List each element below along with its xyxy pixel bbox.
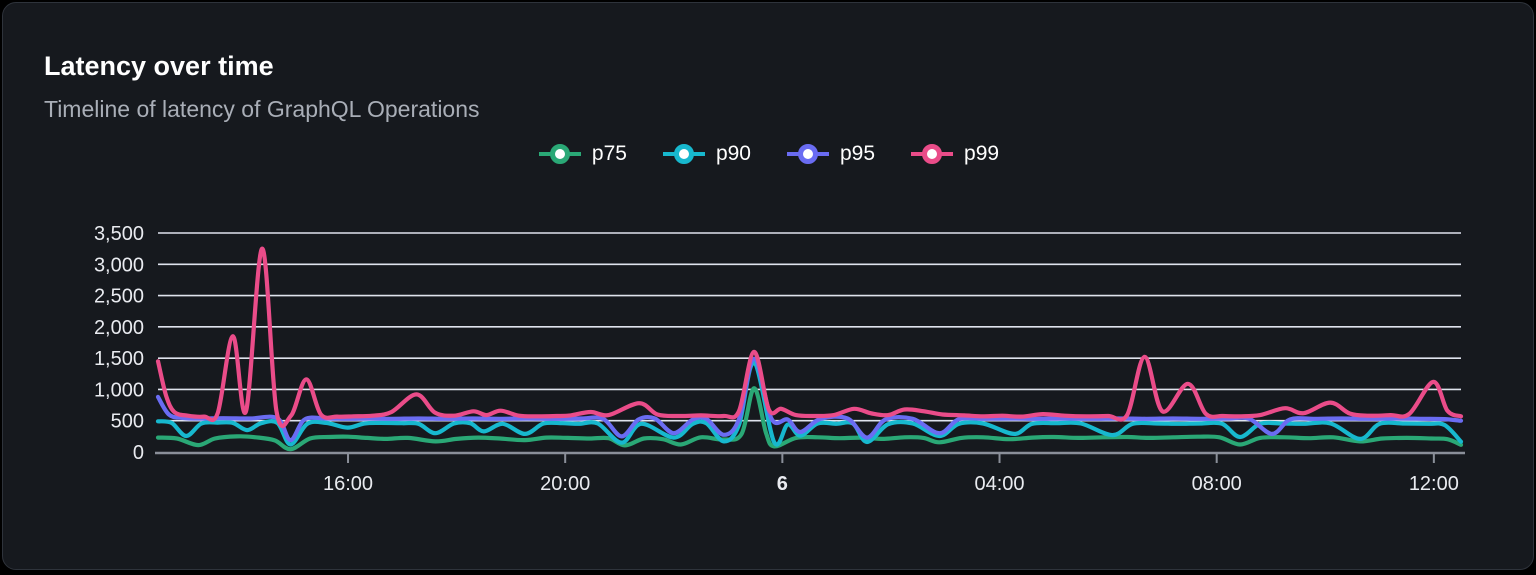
legend-item-p95[interactable]: p95 [785, 141, 875, 167]
x-axis-tick-label: 16:00 [323, 473, 373, 495]
legend-label-p75: p75 [592, 142, 627, 166]
legend-label-p90: p90 [716, 142, 751, 166]
p75-line-marker-icon [537, 141, 583, 167]
y-axis-tick-label: 1,000 [94, 379, 144, 401]
x-axis-tick-label: 04:00 [974, 473, 1024, 495]
x-axis-tick-label: 08:00 [1192, 473, 1242, 495]
chart-title: Latency over time [44, 51, 274, 82]
chart-subtitle: Timeline of latency of GraphQL Operation… [44, 96, 480, 123]
y-axis-tick-label: 2,000 [94, 317, 144, 339]
x-axis-tick-label: 12:00 [1409, 473, 1459, 495]
y-axis-tick-label: 500 [111, 411, 144, 433]
y-axis-tick-label: 2,500 [94, 286, 144, 308]
y-axis-tick-label: 0 [133, 442, 144, 464]
p90-line-marker-icon [661, 141, 707, 167]
latency-line-chart[interactable]: 0 500 1,000 1,500 2,000 2,500 3,000 3,500 16:00 2… [3, 3, 1536, 575]
legend-item-p90[interactable]: p90 [661, 141, 751, 167]
chart-legend: p75 p90 p95 p99 [3, 141, 1533, 167]
y-axis-tick-label: 3,000 [94, 254, 144, 276]
legend-label-p99: p99 [964, 142, 999, 166]
p95-line-marker-icon [785, 141, 831, 167]
series-line-p99[interactable] [158, 249, 1461, 426]
legend-item-p75[interactable]: p75 [537, 141, 627, 167]
y-axis-tick-label: 1,500 [94, 348, 144, 370]
x-axis-tick-label: 20:00 [540, 473, 590, 495]
p99-line-marker-icon [909, 141, 955, 167]
legend-label-p95: p95 [840, 142, 875, 166]
y-axis-tick-label: 3,500 [94, 223, 144, 245]
x-axis-tick-label: 6 [777, 473, 788, 495]
legend-item-p99[interactable]: p99 [909, 141, 999, 167]
